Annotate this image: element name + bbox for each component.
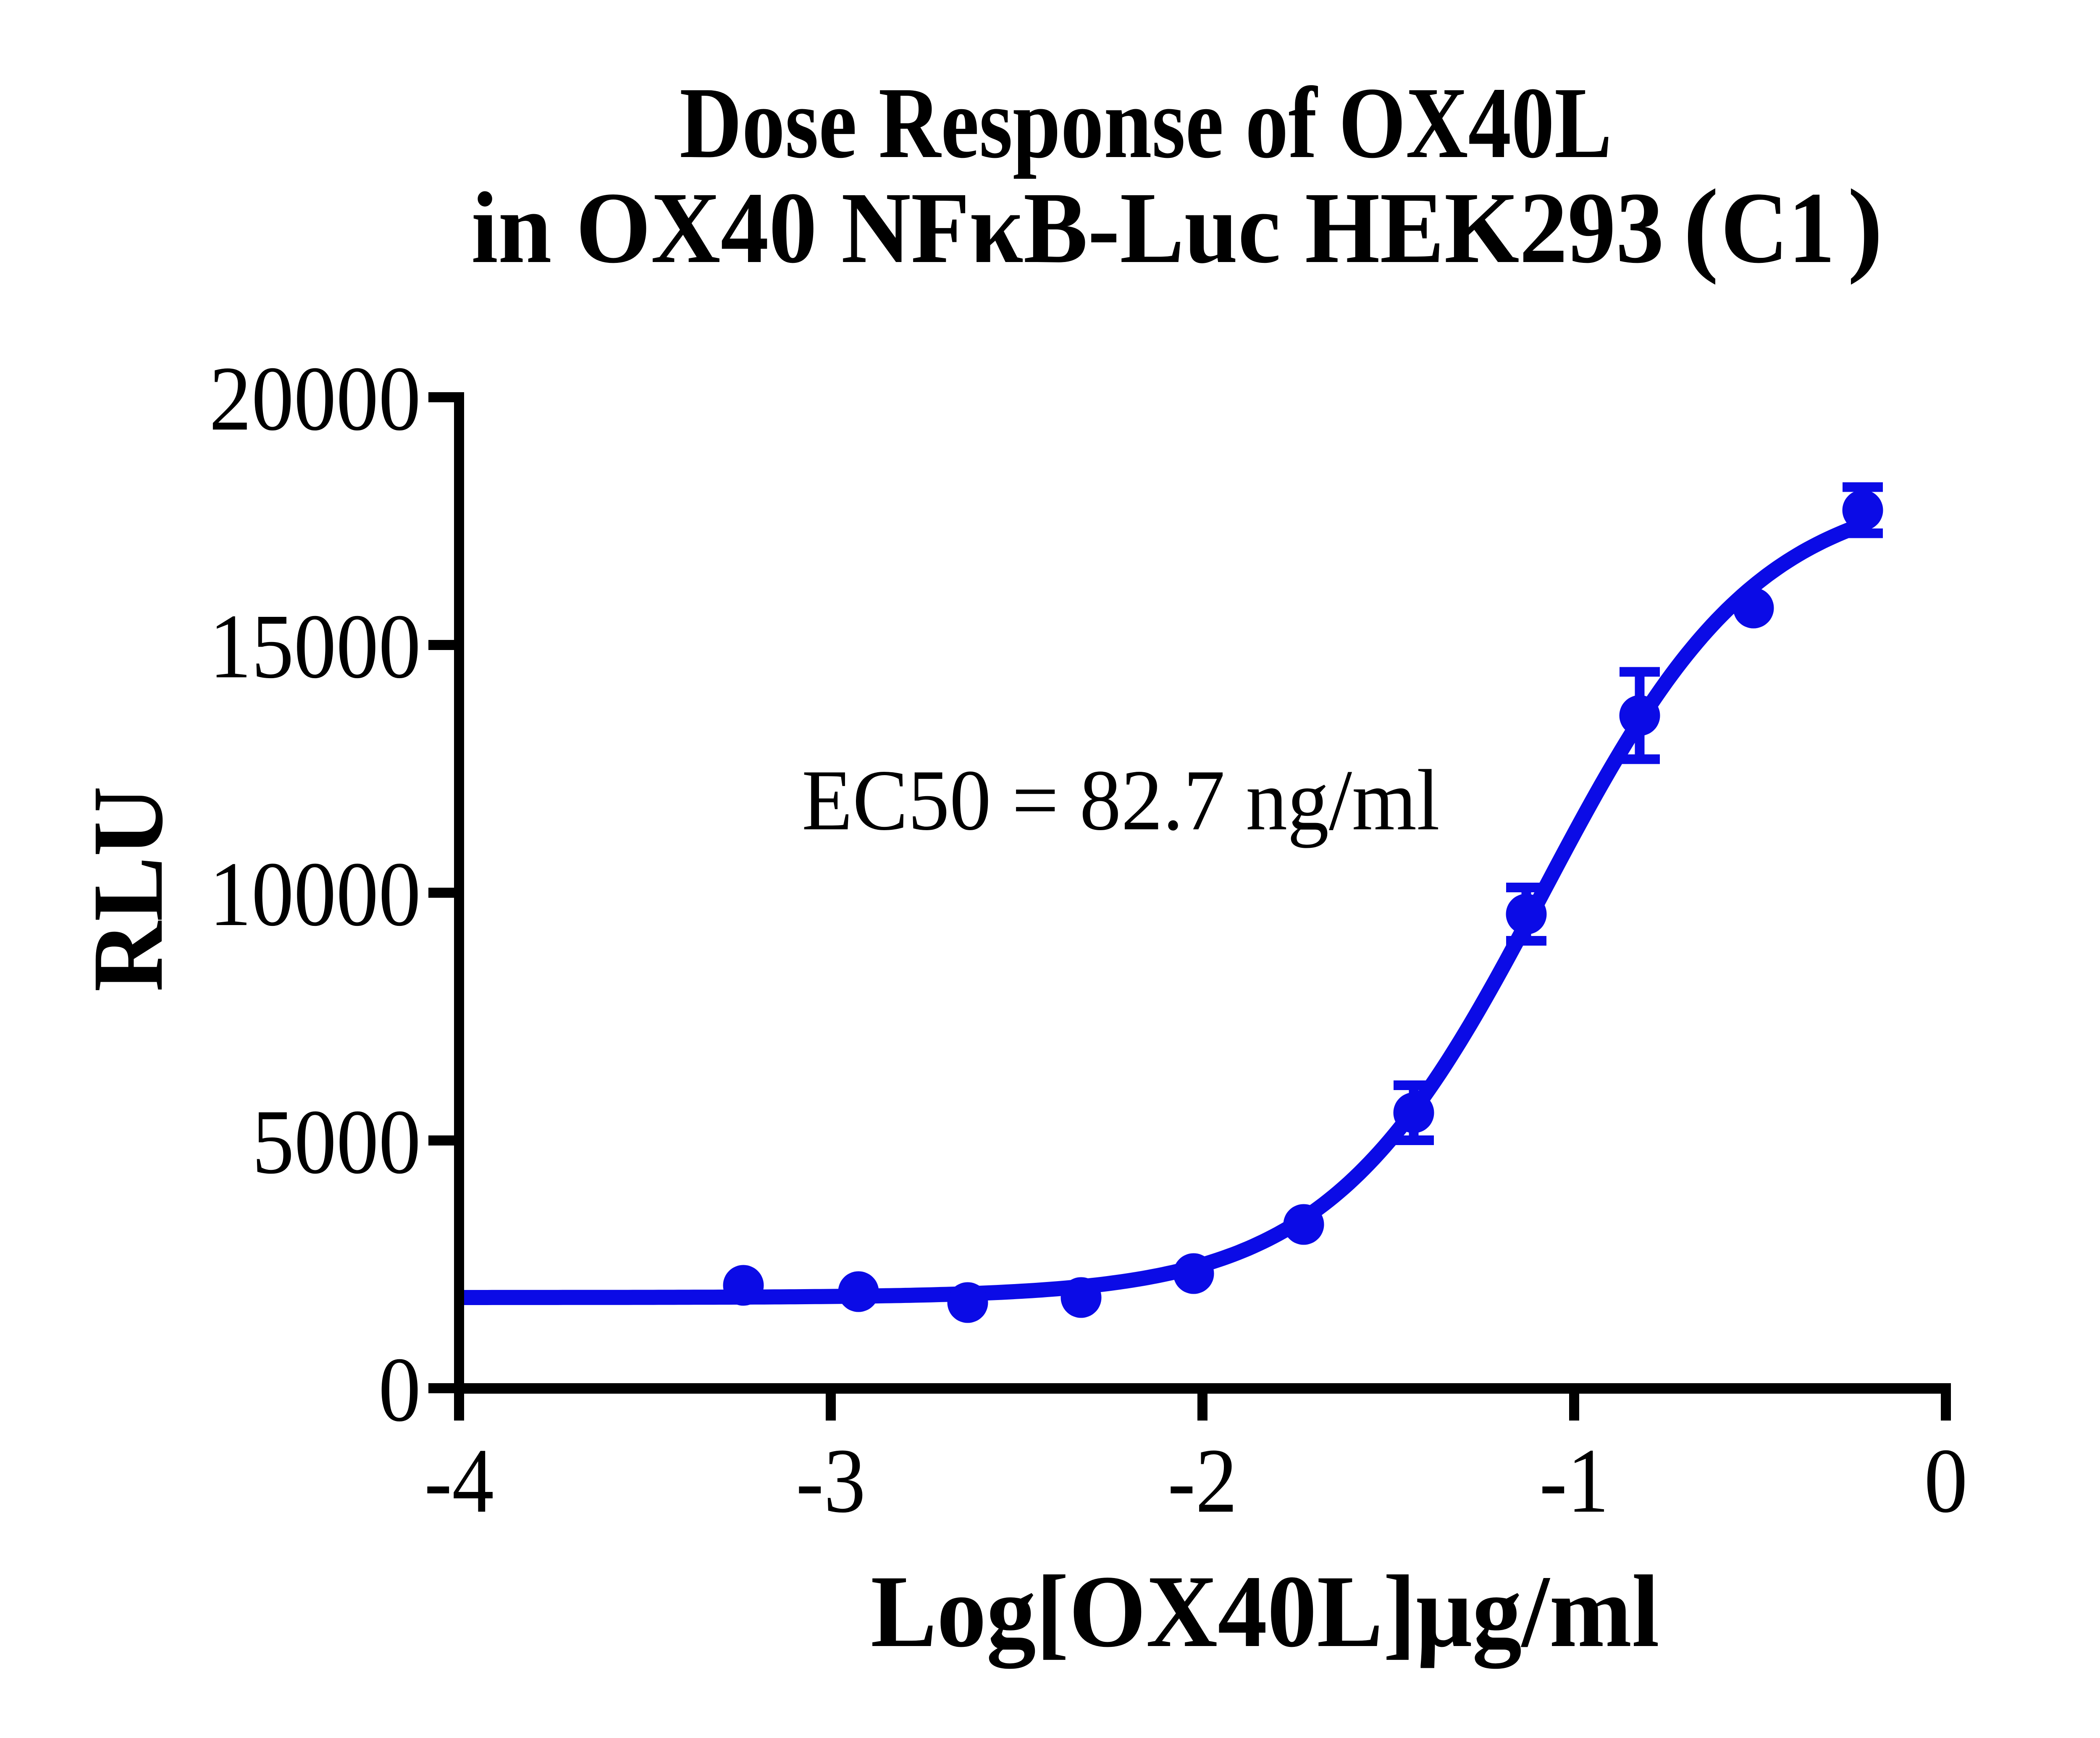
- svg-text:RLU: RLU: [72, 786, 184, 992]
- svg-text:5000: 5000: [252, 1091, 421, 1193]
- svg-text:20000: 20000: [209, 347, 421, 450]
- svg-text:15000: 15000: [209, 595, 421, 697]
- svg-text:-3: -3: [796, 1429, 866, 1532]
- svg-text:(: (: [1683, 168, 1719, 285]
- svg-text:-1: -1: [1539, 1429, 1609, 1532]
- svg-text:): ): [1848, 168, 1883, 285]
- svg-text:10000: 10000: [209, 843, 421, 945]
- svg-text:-4: -4: [424, 1429, 494, 1532]
- svg-text:in OX40 NFκB-Luc HEK293: in OX40 NFκB-Luc HEK293: [471, 171, 1664, 284]
- svg-text:C1: C1: [1721, 171, 1835, 284]
- svg-text:EC50 = 82.7 ng/ml: EC50 = 82.7 ng/ml: [802, 752, 1440, 848]
- svg-text:-2: -2: [1168, 1429, 1237, 1532]
- svg-text:0: 0: [1924, 1429, 1968, 1532]
- svg-text:0: 0: [378, 1338, 421, 1441]
- svg-text:Dose Response of OX40L: Dose Response of OX40L: [680, 66, 1612, 179]
- svg-text:Log[OX40L]μg/ml: Log[OX40L]μg/ml: [871, 1555, 1659, 1669]
